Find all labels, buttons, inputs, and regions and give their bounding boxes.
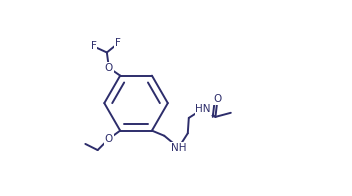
Text: O: O (105, 134, 113, 144)
Text: O: O (105, 63, 113, 73)
Text: O: O (213, 94, 222, 104)
Text: NH: NH (171, 143, 186, 153)
Text: F: F (90, 41, 96, 51)
Text: F: F (115, 38, 121, 48)
Text: HN: HN (195, 104, 211, 114)
